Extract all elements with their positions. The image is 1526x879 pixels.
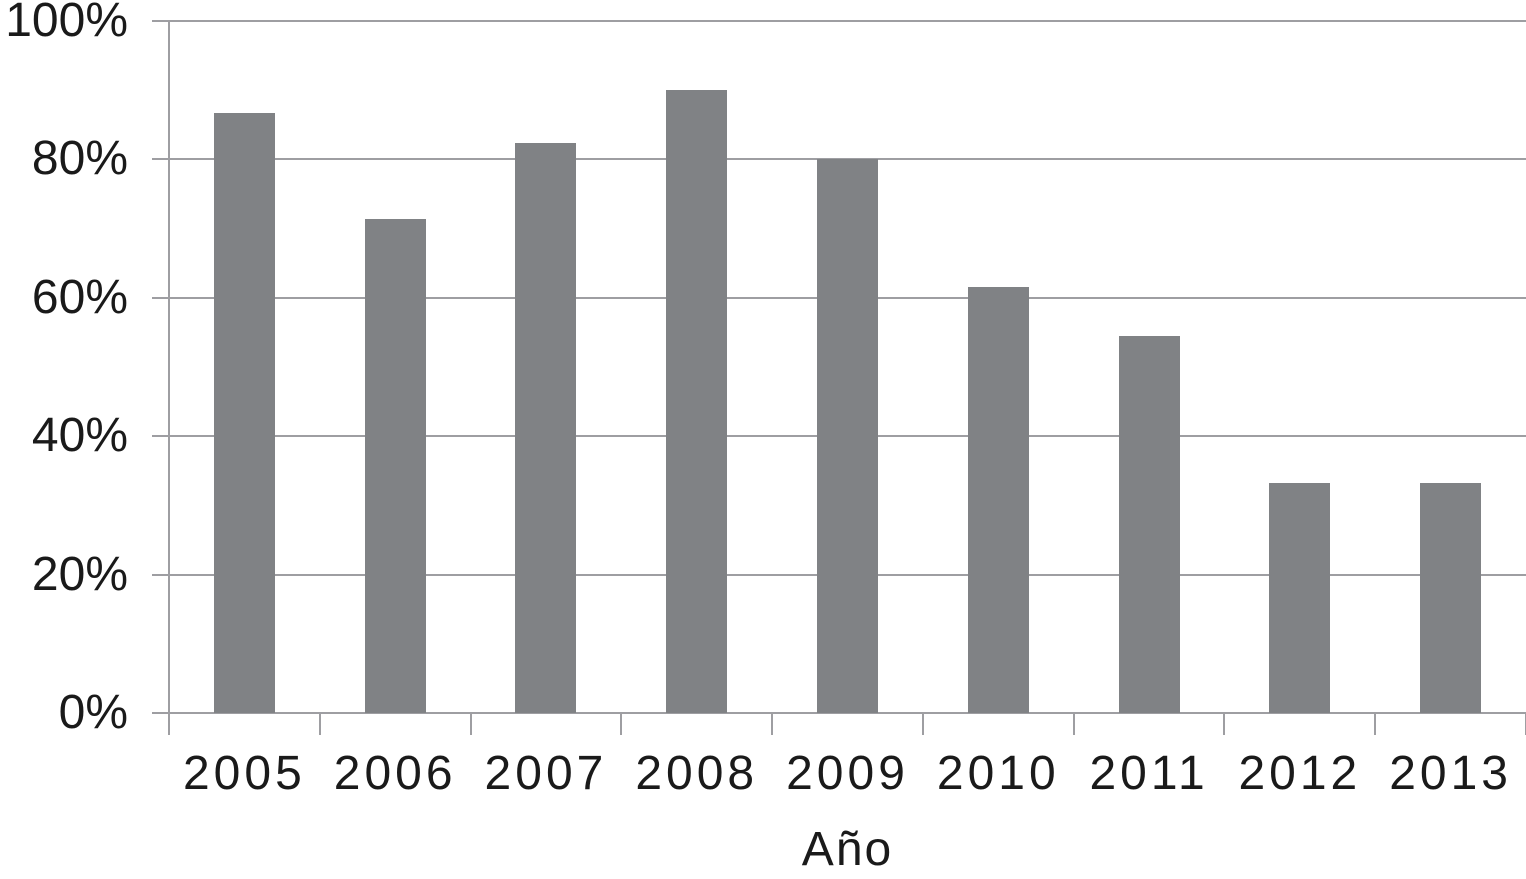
x-axis-tick [771,713,774,735]
x-axis-tick [469,713,472,735]
bar-2006 [364,218,426,713]
gridline-100 [152,20,1526,22]
bar-2013 [1420,482,1482,713]
x-axis-tick-label: 2009 [786,747,909,800]
y-axis-tick-label: 100% [5,0,128,47]
y-axis-tick-label: 0% [58,686,128,739]
x-axis-tick-label: 2008 [635,747,759,800]
bar-2008 [666,90,728,713]
bar-2011 [1118,335,1180,713]
x-axis-tick-label: 2011 [1089,747,1209,800]
x-axis-tick [1223,713,1226,735]
bar-2009 [817,159,878,713]
bar-2005 [213,113,275,713]
x-axis-tick [318,713,321,735]
y-axis-tick-label: 20% [31,547,128,601]
x-axis-tick [1072,713,1075,735]
x-axis-tick-label: 2010 [936,747,1060,800]
x-axis-tick [620,713,623,735]
x-axis-title: Año [801,823,894,876]
x-axis-tick-label: 2013 [1389,747,1512,800]
y-axis-line [168,21,170,715]
bar-2007 [515,142,577,713]
x-axis-tick [1374,713,1377,735]
x-axis-tick [168,713,170,735]
x-axis-tick-label: 2012 [1238,747,1362,800]
bar-2010 [967,287,1029,713]
x-axis-tick-label: 2006 [333,747,457,800]
y-axis-tick-label: 80% [31,132,128,186]
x-axis-tick [921,713,924,735]
x-axis-tick-label: 2007 [484,747,608,800]
y-axis-tick-label: 40% [31,409,128,463]
x-axis-tick-label: 2005 [182,747,306,800]
y-axis-tick-label: 60% [31,270,128,324]
bar-2012 [1269,482,1331,713]
gridline-0 [152,712,1526,714]
